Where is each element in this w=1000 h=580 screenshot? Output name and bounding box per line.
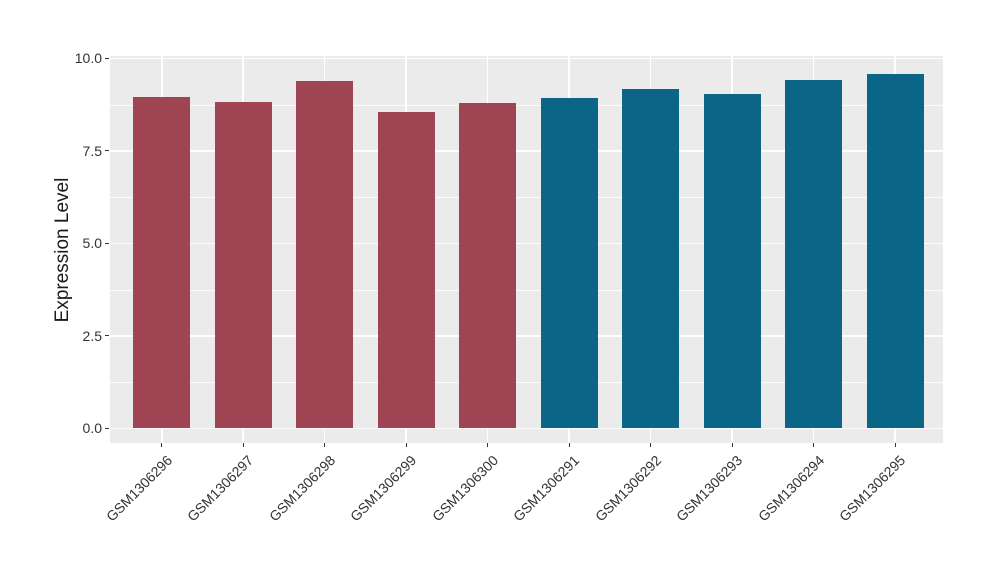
x-tick-mark [568, 443, 570, 447]
x-tick-mark [813, 443, 814, 447]
bar [703, 94, 761, 429]
gridline-minor-horizontal [110, 197, 943, 198]
y-tick-label: 0.0 [82, 420, 102, 437]
gridline-major-horizontal [110, 150, 943, 152]
y-tick-label: 2.5 [82, 327, 102, 344]
gridline-major-horizontal [110, 335, 943, 337]
x-tick-mark [324, 443, 326, 447]
x-tick-mark [894, 443, 896, 447]
y-tick-label: 5.0 [82, 235, 102, 252]
y-tick-label: 10.0 [74, 50, 102, 67]
x-tick-mark [242, 443, 244, 447]
bar [296, 80, 354, 429]
gridline-major-horizontal [110, 242, 943, 245]
x-tick-mark [731, 443, 733, 447]
bar [622, 89, 680, 429]
x-tick-mark [650, 443, 652, 447]
bar [785, 79, 842, 429]
bar [214, 101, 272, 429]
plot-panel [110, 56, 943, 443]
gridline-minor-horizontal [110, 289, 943, 291]
x-tick-mark [405, 443, 407, 447]
bar [377, 112, 435, 429]
y-tick-mark [105, 150, 109, 152]
gridline-minor-horizontal [110, 104, 943, 106]
gridline-minor-horizontal [110, 382, 943, 383]
bar [866, 73, 924, 429]
bar [459, 102, 517, 429]
x-tick-mark [487, 443, 489, 447]
bar [133, 97, 191, 429]
y-tick-mark [105, 242, 109, 244]
y-tick-mark [105, 335, 109, 337]
gridline-major-horizontal [110, 57, 943, 60]
x-tick-mark [161, 443, 163, 447]
gridline-major-horizontal [110, 427, 943, 430]
bar [540, 98, 598, 429]
y-tick-mark [105, 57, 109, 59]
y-tick-label: 7.5 [82, 142, 102, 159]
y-tick-mark [105, 427, 109, 429]
